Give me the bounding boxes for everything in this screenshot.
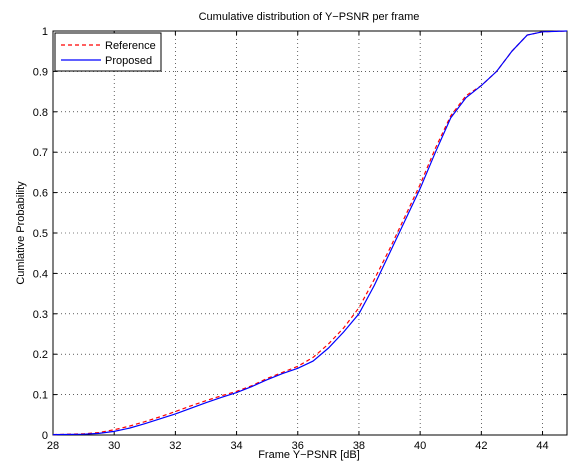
- y-tick-label: 0.8: [33, 107, 48, 119]
- series-line-proposed: [52, 30, 568, 436]
- y-tick-label: 0: [42, 430, 48, 442]
- y-tick-label: 0.7: [33, 147, 48, 159]
- x-tick-label: 42: [475, 440, 487, 452]
- y-tick-label: 0.6: [33, 188, 48, 200]
- legend-box: [54, 32, 162, 72]
- x-tick-label: 40: [414, 440, 426, 452]
- chart-title: Cumulative distribution of Y−PSNR per fr…: [199, 11, 420, 23]
- y-tick-label: 0.2: [33, 349, 48, 361]
- legend: Reference Proposed: [54, 32, 162, 72]
- legend-label-reference: Reference: [105, 40, 156, 52]
- grid: [53, 31, 567, 435]
- x-tick-label: 34: [230, 440, 242, 452]
- y-tick-label: 1: [42, 26, 48, 38]
- series-lines: [52, 30, 568, 436]
- x-tick-label: 32: [169, 440, 181, 452]
- x-tick-label: 28: [47, 440, 59, 452]
- x-tick-label: 44: [536, 440, 548, 452]
- x-tick-label: 30: [108, 440, 120, 452]
- y-axis-label: Cumlative Probability: [15, 181, 27, 285]
- y-tick-label: 0.9: [33, 66, 48, 78]
- x-tick-label: 36: [292, 440, 304, 452]
- y-tick-label: 0.3: [33, 309, 48, 321]
- legend-label-proposed: Proposed: [105, 55, 152, 67]
- y-tick-label: 0.5: [33, 228, 48, 240]
- ticks: 28 30 32 34 36 38 40 42 44 0 0.1 0.2 0.3 0.4 0.5 0.6 0.7…: [33, 26, 567, 452]
- x-axis-label: Frame Y−PSNR [dB]: [258, 449, 360, 461]
- x-tick-label: 38: [353, 440, 365, 452]
- y-tick-label: 0.1: [33, 390, 48, 402]
- y-tick-label: 0.4: [33, 268, 48, 280]
